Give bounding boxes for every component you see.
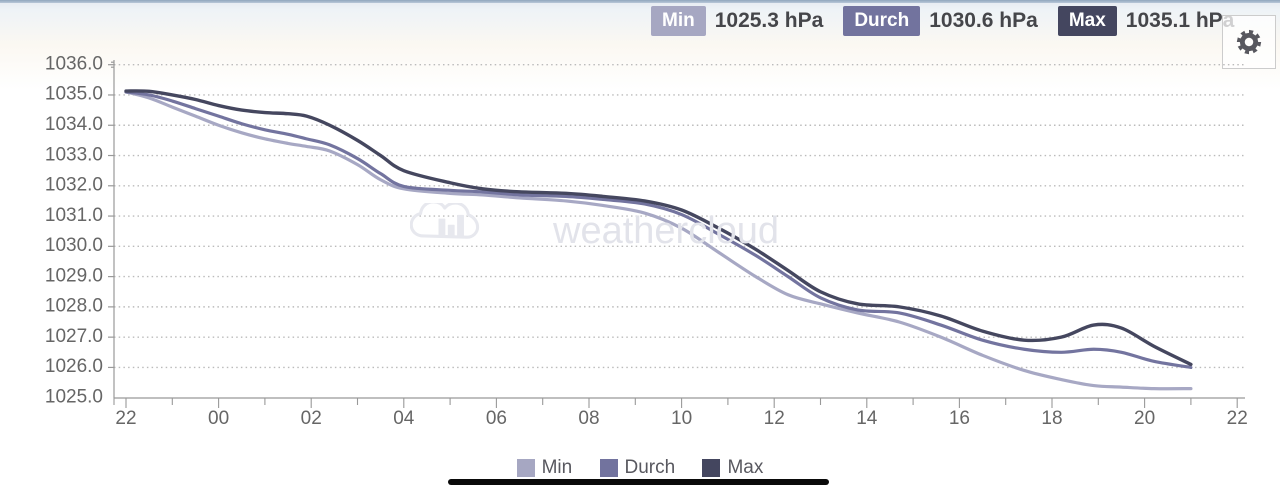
svg-text:1030.0: 1030.0 (45, 235, 103, 256)
svg-text:1032.0: 1032.0 (45, 175, 103, 196)
svg-text:16: 16 (949, 408, 970, 429)
svg-text:1029.0: 1029.0 (45, 265, 103, 286)
svg-text:22: 22 (1227, 408, 1248, 429)
svg-text:08: 08 (578, 408, 599, 429)
svg-text:18: 18 (1041, 408, 1062, 429)
svg-text:1033.0: 1033.0 (45, 144, 103, 165)
svg-text:1036.0: 1036.0 (45, 54, 103, 75)
svg-text:20: 20 (1134, 408, 1155, 429)
svg-text:10: 10 (671, 408, 692, 429)
svg-text:04: 04 (393, 408, 415, 429)
svg-text:1035.0: 1035.0 (45, 84, 103, 105)
svg-text:02: 02 (301, 408, 322, 429)
svg-text:00: 00 (208, 408, 229, 429)
svg-text:1028.0: 1028.0 (45, 296, 103, 317)
svg-text:1027.0: 1027.0 (45, 326, 103, 347)
svg-text:14: 14 (856, 408, 878, 429)
svg-text:1026.0: 1026.0 (45, 356, 103, 377)
svg-text:1025.0: 1025.0 (45, 387, 103, 408)
svg-text:1031.0: 1031.0 (45, 205, 103, 226)
svg-text:06: 06 (486, 408, 507, 429)
svg-text:12: 12 (764, 408, 785, 429)
svg-text:22: 22 (115, 408, 136, 429)
svg-text:1034.0: 1034.0 (45, 114, 103, 135)
svg-text:weathercloud: weathercloud (552, 210, 779, 252)
